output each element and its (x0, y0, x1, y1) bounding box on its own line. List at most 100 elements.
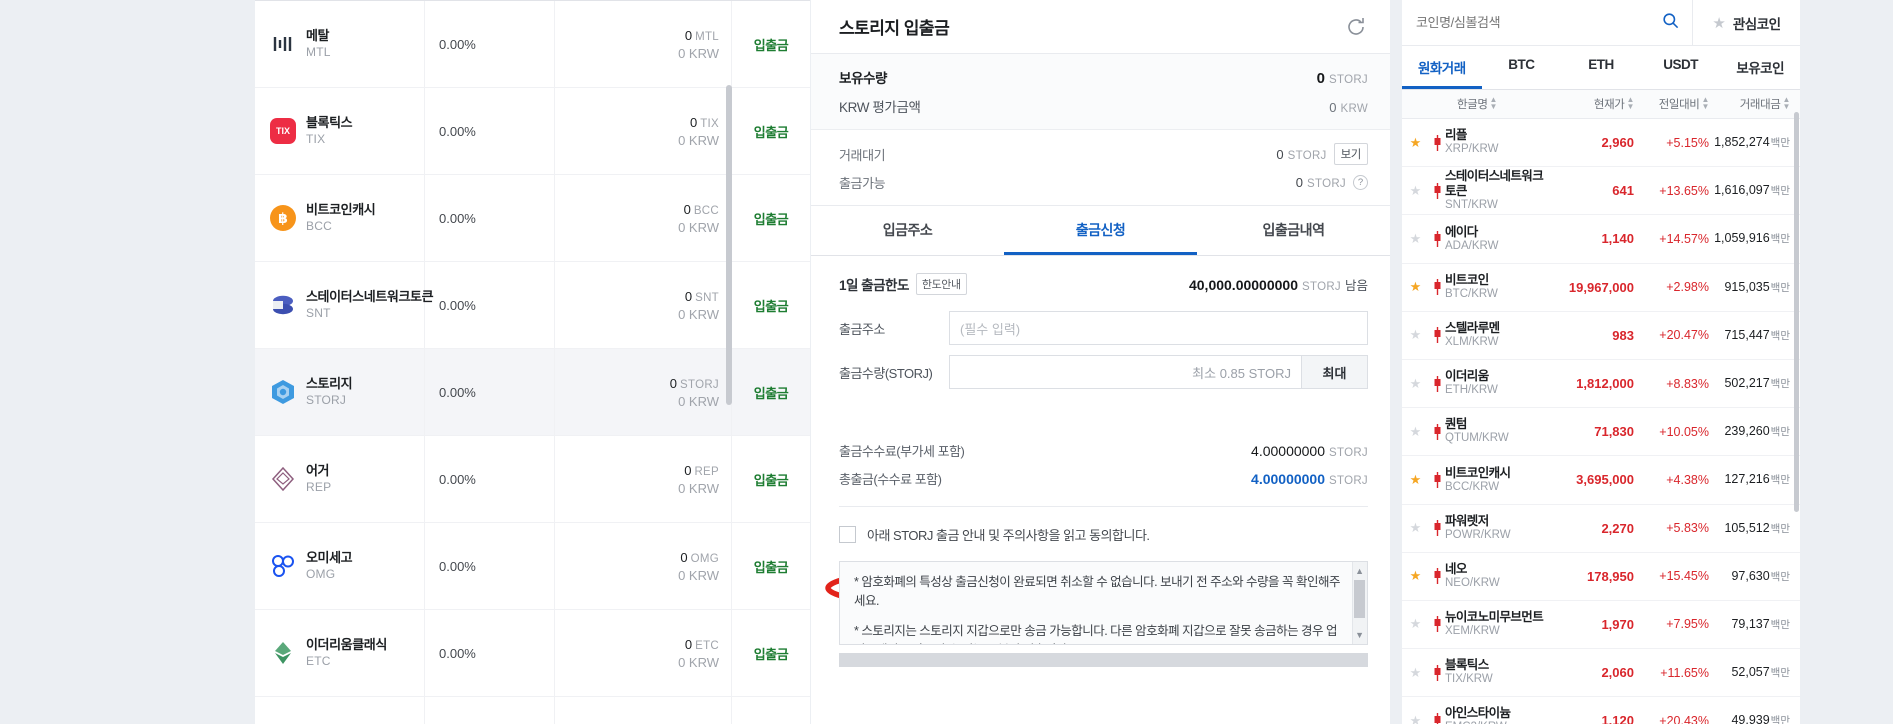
market-row[interactable]: ★ 블록틱스 TIX/KRW 2,060 +11.65% 52,057백만 (1402, 649, 1800, 698)
total-row: 총출금(수수료 포함) 4.00000000 STORJ (839, 469, 1368, 488)
holding-row: 보유수량 0 STORJ (839, 67, 1368, 87)
deposit-withdraw-button[interactable]: 입출금 (753, 211, 789, 227)
scroll-up-icon[interactable]: ▲ (1355, 566, 1364, 576)
favorite-star-icon[interactable]: ★ (1409, 134, 1422, 150)
market-row[interactable]: ★ 스텔라루멘 XLM/KRW 983 +20.47% 715,447백만 (1402, 312, 1800, 360)
wallet-row-snt[interactable]: 스테이터스네트워크토큰 SNT 0.00% 0 SNT 0 KRW 입출금 (255, 262, 810, 349)
max-amount-button[interactable]: 최대 (1302, 355, 1368, 389)
market-volume-value: 1,059,916 (1714, 231, 1770, 246)
market-price: 2,960 (1601, 135, 1634, 151)
deposit-withdraw-button[interactable]: 입출금 (753, 646, 789, 662)
market-tab-3[interactable]: USDT (1663, 57, 1698, 72)
wallet-row-rep[interactable]: 어거 REP 0.00% 0 REP 0 KRW 입출금 (255, 436, 810, 523)
market-tab-0[interactable]: 원화거래 (1402, 46, 1482, 89)
market-tab-4[interactable]: 보유코인 (1736, 61, 1785, 76)
market-row[interactable]: ★ 네오 NEO/KRW 178,950 +15.45% 97,630백만 (1402, 553, 1800, 601)
withdraw-address-input[interactable]: (필수 입력) (949, 311, 1368, 345)
market-row[interactable]: ★ 비트코인캐시 BCC/KRW 3,695,000 +4.38% 127,216백만 (1402, 456, 1800, 505)
wallet-list-scrollbar[interactable] (726, 85, 732, 405)
column-header-change[interactable]: 전일대비 ▲ ▼ (1634, 95, 1710, 112)
wallet-row-etc[interactable]: 이더리움클래식 ETC 0.00% 0 ETC 0 KRW 입출금 (255, 610, 810, 697)
deposit-withdraw-button[interactable]: 입출금 (753, 37, 789, 53)
question-icon[interactable]: ? (1353, 175, 1368, 190)
favorite-star-icon[interactable]: ★ (1409, 375, 1422, 391)
favorite-star-icon[interactable]: ★ (1409, 520, 1422, 536)
deposit-withdraw-button[interactable]: 입출금 (753, 124, 789, 140)
deposit-withdraw-button[interactable]: 입출금 (753, 472, 789, 488)
market-row[interactable]: ★ 파워렛저 POWR/KRW 2,270 +5.83% 105,512백만 (1402, 505, 1800, 553)
market-volume-unit: 백만 (1770, 426, 1790, 439)
price-direction-icon (1429, 279, 1445, 296)
favorite-coins-button[interactable]: ★ 관심코인 (1692, 0, 1800, 45)
column-header-volume[interactable]: 거래대금 ▲ ▼ (1709, 96, 1791, 112)
deposit-withdraw-button[interactable]: 입출금 (753, 385, 789, 401)
market-row[interactable]: ★ 비트코인 BTC/KRW 19,967,000 +2.98% 915,035백만 (1402, 264, 1800, 312)
favorite-star-icon[interactable]: ★ (1409, 568, 1422, 584)
wallet-row-percent: 0.00% (425, 610, 555, 696)
favorite-star-icon[interactable]: ★ (1409, 471, 1422, 487)
wallet-row-mtl[interactable]: 메탈 MTL 0.00% 0 MTL 0 KRW 입출금 (255, 1, 810, 88)
column-header-price[interactable]: 현재가 ▲ ▼ (1552, 96, 1634, 112)
view-waiting-button[interactable]: 보기 (1333, 143, 1368, 165)
wallet-row-krw: 0 KRW (678, 393, 719, 409)
wallet-amount-value: 0 (684, 288, 693, 304)
wallet-row-storj[interactable]: 스토리지 STORJ 0.00% 0 STORJ 0 KRW 입출금 (255, 349, 810, 436)
scroll-down-icon[interactable]: ▼ (1355, 630, 1364, 640)
market-row[interactable]: ★ 리플 XRP/KRW 2,960 +5.15% 1,852,274백만 (1402, 119, 1800, 168)
search-field-wrap[interactable] (1402, 0, 1692, 45)
favorite-star-icon[interactable]: ★ (1409, 230, 1422, 246)
market-row[interactable]: ★ 이더리움 ETH/KRW 1,812,000 +8.83% 502,217백만 (1402, 360, 1800, 409)
market-tab-1[interactable]: BTC (1508, 57, 1535, 72)
transfer-tab-2[interactable]: 입출금내역 (1262, 222, 1325, 238)
wallet-row-amount-cell: 0 OMG 0 KRW (555, 523, 732, 609)
limit-guide-button[interactable]: 한도안내 (915, 273, 967, 295)
withdraw-amount-input[interactable]: 최소 0.85 STORJ (949, 355, 1302, 389)
price-direction-icon (1429, 568, 1445, 585)
wallet-row-bcc[interactable]: ฿ 비트코인캐시 BCC 0.00% 0 BCC 0 KRW 입출금 (255, 175, 810, 262)
sort-icon: ▲ ▼ (1701, 95, 1709, 111)
refresh-icon[interactable] (1344, 15, 1368, 39)
search-input[interactable] (1416, 15, 1661, 30)
favorite-star-icon[interactable]: ★ (1409, 327, 1422, 343)
column-header-name[interactable]: 한글명 ▲ ▼ (1402, 96, 1552, 112)
wallet-row-krw: 0 KRW (678, 45, 719, 61)
favorite-star-icon[interactable]: ★ (1409, 423, 1422, 439)
wallet-row-name-cell: 스토리지 STORJ (255, 349, 425, 435)
favorite-star-icon[interactable]: ★ (1409, 712, 1422, 724)
notice-scrollbar[interactable]: ▲ ▼ (1352, 562, 1367, 644)
agreement-checkbox[interactable] (839, 526, 856, 543)
market-row[interactable]: ★ 뉴이코노미무브먼트 XEM/KRW 1,970 +7.95% 79,137백만 (1402, 601, 1800, 650)
market-tab-2[interactable]: ETH (1588, 57, 1614, 72)
market-row[interactable]: ★ 에이다 ADA/KRW 1,140 +14.57% 1,059,916백만 (1402, 215, 1800, 264)
wallet-row-krw: 0 KRW (678, 654, 719, 670)
market-scrollbar[interactable] (1794, 112, 1799, 512)
market-row[interactable]: ★ 퀀텀 QTUM/KRW 71,830 +10.05% 239,260백만 (1402, 408, 1800, 457)
market-row[interactable]: ★ 스테이터스네트워크토큰 SNT/KRW 641 +13.65% 1,616,097백만 (1402, 167, 1800, 216)
holding-unit: STORJ (1329, 74, 1368, 86)
search-icon[interactable] (1661, 11, 1680, 35)
deposit-withdraw-button[interactable]: 입출금 (753, 298, 789, 314)
wallet-row-amount-cell: 0 MTL 0 KRW (555, 1, 732, 87)
market-coin-name: 비트코인 (1445, 272, 1489, 287)
favorite-star-icon[interactable]: ★ (1409, 279, 1422, 295)
transfer-tab-1[interactable]: 출금신청 (1004, 206, 1197, 255)
price-direction-icon (1429, 423, 1445, 440)
favorite-star-icon[interactable]: ★ (1409, 182, 1422, 198)
right-gutter (1800, 0, 1893, 724)
market-row-names: 리플 XRP/KRW (1445, 128, 1552, 157)
transfer-tab-0[interactable]: 입금주소 (882, 222, 933, 238)
daily-limit-label: 1일 출금한도 (839, 278, 909, 293)
market-volume: 127,216백만 (1709, 472, 1790, 487)
favorite-star-icon[interactable]: ★ (1409, 664, 1422, 680)
submit-button-area[interactable] (839, 653, 1368, 667)
deposit-withdraw-button[interactable]: 입출금 (753, 559, 789, 575)
waiting-value: 0 (1276, 146, 1284, 162)
price-direction-icon (1429, 471, 1445, 488)
market-price: 19,967,000 (1568, 279, 1634, 295)
wallet-row-omg[interactable]: 오미세고 OMG 0.00% 0 OMG 0 KRW 입출금 (255, 523, 810, 610)
notice-scroll-thumb[interactable] (1354, 580, 1365, 618)
favorite-star-icon[interactable]: ★ (1409, 616, 1422, 632)
market-row-names: 뉴이코노미무브먼트 XEM/KRW (1445, 610, 1552, 639)
